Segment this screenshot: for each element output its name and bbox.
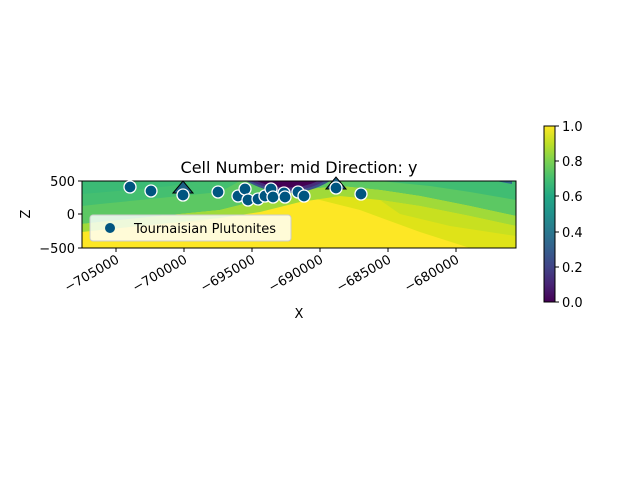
colorbar-tick-label: 0.6 [562, 190, 583, 205]
x-tick-label: −680000 [402, 252, 462, 295]
data-point [211, 185, 225, 199]
y-tick-label: 500 [50, 175, 75, 190]
colorbar-tick-label: 1.0 [562, 120, 583, 135]
data-point [278, 190, 292, 204]
legend: Tournaisian Plutonites [89, 214, 292, 242]
colorbar-tick-label: 0.8 [562, 155, 583, 170]
x-axis: −705000 −700000 −695000 −690000 −685000 … [62, 248, 462, 322]
x-tick-label: −685000 [334, 252, 394, 295]
colorbar-tick-label: 0.2 [562, 261, 583, 276]
x-axis-label: X [295, 307, 304, 322]
y-tick-label: −500 [39, 242, 75, 257]
data-point [329, 181, 343, 195]
x-tick-label: −690000 [266, 252, 326, 295]
data-point [176, 188, 190, 202]
x-tick-label: −705000 [62, 252, 122, 295]
data-point [238, 182, 252, 196]
legend-label: Tournaisian Plutonites [133, 222, 276, 237]
data-point [123, 180, 137, 194]
y-axis: 500 0 −500 Z [19, 175, 82, 257]
x-tick-label: −700000 [130, 252, 190, 295]
colorbar: 0.0 0.2 0.4 0.6 0.8 1.0 [543, 120, 583, 311]
data-point [144, 184, 158, 198]
colorbar-tick-label: 0.0 [562, 296, 583, 311]
data-point [354, 187, 368, 201]
data-point [266, 190, 280, 204]
data-point [297, 189, 311, 203]
y-axis-label: Z [19, 209, 34, 218]
colorbar-tick-label: 0.4 [562, 226, 583, 241]
y-tick-label: 0 [67, 208, 75, 223]
x-tick-label: −695000 [198, 252, 258, 295]
legend-marker [105, 223, 115, 233]
chart-title: Cell Number: mid Direction: y [181, 158, 418, 177]
tournaisian-plutonites-points [123, 180, 368, 207]
